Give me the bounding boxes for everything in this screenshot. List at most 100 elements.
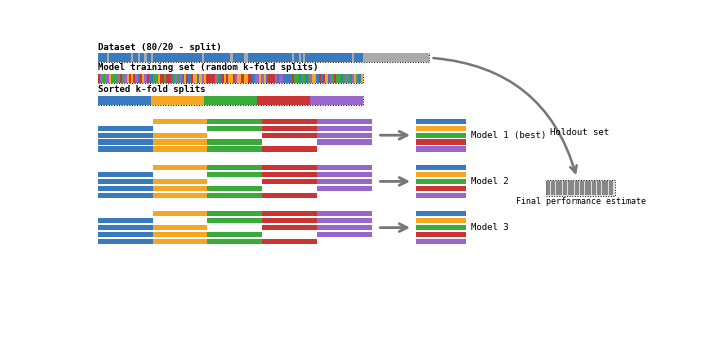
Bar	[220, 74, 222, 83]
Bar	[261, 53, 264, 62]
Bar	[255, 119, 262, 124]
Bar	[116, 53, 118, 62]
Bar	[119, 147, 125, 152]
Bar	[224, 53, 226, 62]
Bar	[274, 74, 277, 83]
Bar	[255, 126, 262, 131]
Bar	[166, 186, 174, 191]
Bar	[284, 53, 286, 62]
Bar	[255, 165, 262, 170]
Bar	[268, 53, 271, 62]
Bar	[119, 239, 125, 244]
Bar	[292, 95, 295, 105]
Bar	[112, 147, 119, 152]
Bar	[214, 186, 221, 191]
Bar	[105, 186, 112, 191]
Bar	[199, 53, 202, 62]
Bar	[200, 139, 207, 145]
Bar	[303, 193, 310, 198]
Bar	[307, 53, 310, 62]
Bar	[105, 239, 112, 244]
Bar	[358, 186, 365, 191]
Bar	[222, 95, 225, 105]
Bar	[351, 186, 358, 191]
Bar	[139, 232, 146, 237]
Bar	[118, 53, 120, 62]
Bar	[118, 74, 120, 83]
Bar	[266, 95, 269, 105]
Bar	[317, 132, 324, 138]
Bar	[114, 74, 116, 83]
Bar	[145, 179, 153, 184]
Bar	[230, 95, 233, 105]
Bar	[174, 95, 178, 105]
Bar	[228, 126, 235, 131]
Bar	[207, 193, 215, 198]
Bar	[186, 139, 194, 145]
Bar	[416, 193, 466, 198]
Bar	[153, 193, 160, 198]
Bar	[337, 126, 344, 131]
Bar	[221, 147, 228, 152]
Bar	[214, 165, 221, 170]
Bar	[100, 53, 103, 62]
Bar	[241, 139, 248, 145]
Bar	[366, 53, 369, 62]
Bar	[339, 95, 343, 105]
Bar	[132, 193, 139, 198]
Bar	[248, 211, 256, 216]
Bar	[125, 179, 132, 184]
Bar	[230, 53, 233, 62]
Bar	[350, 53, 352, 62]
Bar	[289, 119, 297, 124]
Bar	[317, 186, 324, 191]
Bar	[314, 53, 317, 62]
Bar	[310, 172, 317, 177]
Bar	[358, 119, 365, 124]
Bar	[133, 74, 135, 83]
Bar	[350, 74, 352, 83]
Bar	[274, 95, 278, 105]
Bar	[336, 53, 339, 62]
Bar	[276, 74, 279, 83]
Bar	[289, 239, 297, 244]
Bar	[294, 53, 297, 62]
Bar	[282, 225, 289, 230]
Bar	[200, 211, 207, 216]
Bar	[290, 53, 292, 62]
Bar	[112, 232, 119, 237]
Bar	[171, 53, 174, 62]
Bar	[546, 180, 616, 195]
Bar	[153, 74, 156, 83]
Bar	[282, 193, 289, 198]
Bar	[101, 95, 104, 105]
Bar	[207, 211, 215, 216]
Bar	[186, 232, 194, 237]
Bar	[303, 165, 310, 170]
Bar	[310, 225, 317, 230]
Bar	[296, 193, 303, 198]
Bar	[338, 74, 341, 83]
Bar	[180, 179, 187, 184]
Bar	[296, 225, 303, 230]
Bar	[248, 239, 256, 244]
Bar	[156, 53, 158, 62]
Bar	[109, 95, 113, 105]
Bar	[255, 53, 257, 62]
Bar	[226, 53, 228, 62]
Bar	[323, 225, 330, 230]
Bar	[158, 74, 160, 83]
Bar	[159, 232, 166, 237]
Bar	[255, 74, 257, 83]
Bar	[166, 139, 174, 145]
Bar	[228, 165, 235, 170]
Bar	[98, 74, 100, 83]
Text: Final performance estimate: Final performance estimate	[516, 197, 646, 206]
Bar	[166, 119, 174, 124]
Bar	[214, 193, 221, 198]
Bar	[351, 119, 358, 124]
Bar	[282, 211, 289, 216]
Bar	[166, 225, 174, 230]
Bar	[125, 95, 127, 105]
Bar	[323, 119, 330, 124]
